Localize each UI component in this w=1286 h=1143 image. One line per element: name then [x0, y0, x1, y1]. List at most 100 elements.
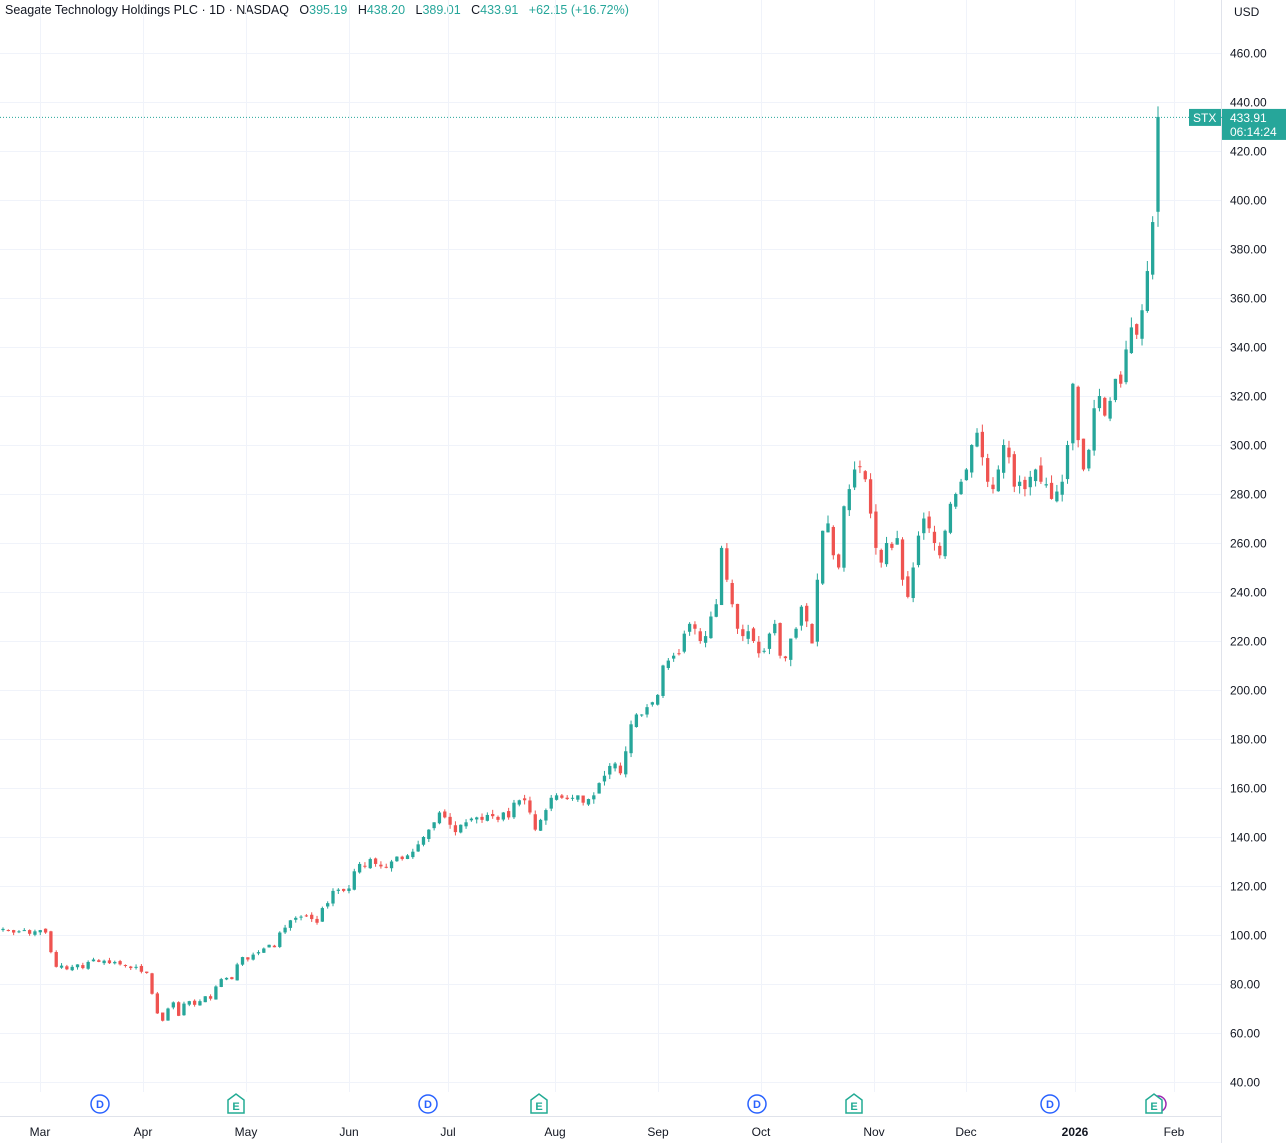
event-letter: E — [850, 1101, 857, 1113]
candle-body — [326, 903, 330, 907]
candle-body — [1119, 374, 1123, 384]
candle-body — [368, 859, 372, 869]
candle-body — [624, 751, 628, 775]
candle-body — [17, 931, 21, 933]
x-tick-label: Oct — [752, 1125, 771, 1139]
dividend-icon[interactable]: D — [1040, 1094, 1060, 1114]
candle-body — [129, 966, 133, 969]
candle-body — [1049, 482, 1054, 499]
candle-body — [613, 763, 617, 769]
candle-body — [443, 811, 447, 818]
candle-body — [863, 471, 867, 480]
candle-body — [33, 931, 37, 935]
candle-body — [1007, 447, 1011, 458]
candle-body — [996, 469, 1000, 492]
candle-body — [847, 489, 851, 511]
candle-body — [459, 824, 463, 833]
candle-body — [714, 604, 718, 617]
candle-body — [161, 1012, 165, 1021]
candle-body — [650, 702, 655, 705]
tag-symbol: STX — [1193, 111, 1216, 125]
candle-body — [475, 817, 479, 820]
x-tick-label: May — [235, 1125, 258, 1139]
candle-body — [1071, 383, 1075, 444]
candle-body — [203, 996, 207, 1003]
candle-body — [1, 928, 5, 931]
earnings-icon[interactable]: E — [1145, 1093, 1167, 1114]
candle-body — [437, 812, 442, 824]
candle-body — [320, 908, 325, 922]
candle-body — [757, 641, 761, 654]
candle-body — [938, 545, 942, 556]
dividend-icon[interactable]: D — [418, 1094, 438, 1114]
candle-body — [512, 802, 516, 818]
candle-body — [357, 863, 362, 873]
candle-body — [618, 765, 623, 774]
candle-body — [341, 888, 346, 891]
candle-body — [1076, 386, 1080, 441]
close-key: C — [471, 3, 481, 17]
x-tick-label: Dec — [955, 1125, 976, 1139]
candle-body — [70, 966, 74, 971]
candle-body — [677, 653, 681, 655]
x-tick-label: 2026 — [1062, 1125, 1089, 1139]
event-letter: D — [96, 1099, 104, 1111]
candle-body — [352, 871, 356, 890]
legend-separator: · — [201, 3, 210, 17]
currency-button[interactable]: USD — [1224, 0, 1286, 24]
interval-label[interactable]: 1D — [209, 3, 226, 17]
candle-body — [634, 714, 639, 728]
candle-body — [208, 996, 213, 999]
earnings-icon[interactable]: E — [845, 1093, 863, 1114]
candle-body — [347, 888, 351, 892]
candle-body — [661, 665, 665, 696]
candle-body — [1039, 465, 1043, 482]
y-tick-label: 240.00 — [1230, 586, 1267, 600]
candle-body — [1151, 222, 1155, 275]
dividend-icon[interactable]: D — [90, 1094, 110, 1114]
currency-label: USD — [1234, 5, 1260, 19]
candle-body — [528, 800, 532, 813]
candle-body — [1060, 481, 1064, 495]
earnings-icon[interactable]: E — [530, 1093, 548, 1114]
candle-body — [315, 918, 319, 923]
candle-body — [517, 800, 521, 805]
y-tick-label: 120.00 — [1230, 880, 1267, 894]
candle-body — [246, 957, 250, 960]
candle-body — [384, 866, 388, 868]
dividend-icon[interactable]: D — [747, 1094, 767, 1114]
candle-body — [1017, 481, 1022, 487]
price-axis[interactable]: 460.00 440.00 420.00 400.00 380.00 360.00 340.… — [1230, 47, 1267, 1090]
candle-body — [986, 458, 990, 482]
candle-body — [656, 694, 660, 705]
candle-body — [767, 633, 772, 649]
y-tick-label: 300.00 — [1230, 439, 1267, 453]
candle-body — [150, 973, 154, 994]
time-axis[interactable]: Mar Apr May Jun Jul Aug Sep Oct Nov Dec 2026 Feb — [30, 1125, 1185, 1139]
candle-body — [682, 633, 686, 652]
candle-body — [139, 965, 144, 972]
candle-body — [538, 819, 543, 831]
candle-body — [522, 798, 527, 801]
candle-body — [491, 814, 495, 817]
symbol-name[interactable]: Seagate Technology Holdings PLC — [5, 3, 198, 17]
candle-body — [698, 631, 702, 641]
event-letter: D — [1046, 1099, 1054, 1111]
candle-body — [927, 516, 931, 529]
candle-body — [75, 964, 80, 968]
candle-body — [464, 822, 468, 827]
candle-body — [251, 954, 255, 960]
candle-body — [794, 628, 798, 638]
candle-body — [97, 960, 101, 962]
candle-body — [469, 818, 474, 821]
candle-body — [970, 445, 974, 473]
candle-body — [54, 952, 58, 967]
earnings-icon[interactable]: E — [227, 1093, 245, 1114]
candle-body — [954, 494, 958, 507]
candle-body — [1097, 396, 1102, 409]
candle-body — [453, 825, 458, 833]
candle-body — [597, 783, 601, 794]
y-tick-label: 160.00 — [1230, 782, 1267, 796]
candle-body — [576, 795, 580, 800]
